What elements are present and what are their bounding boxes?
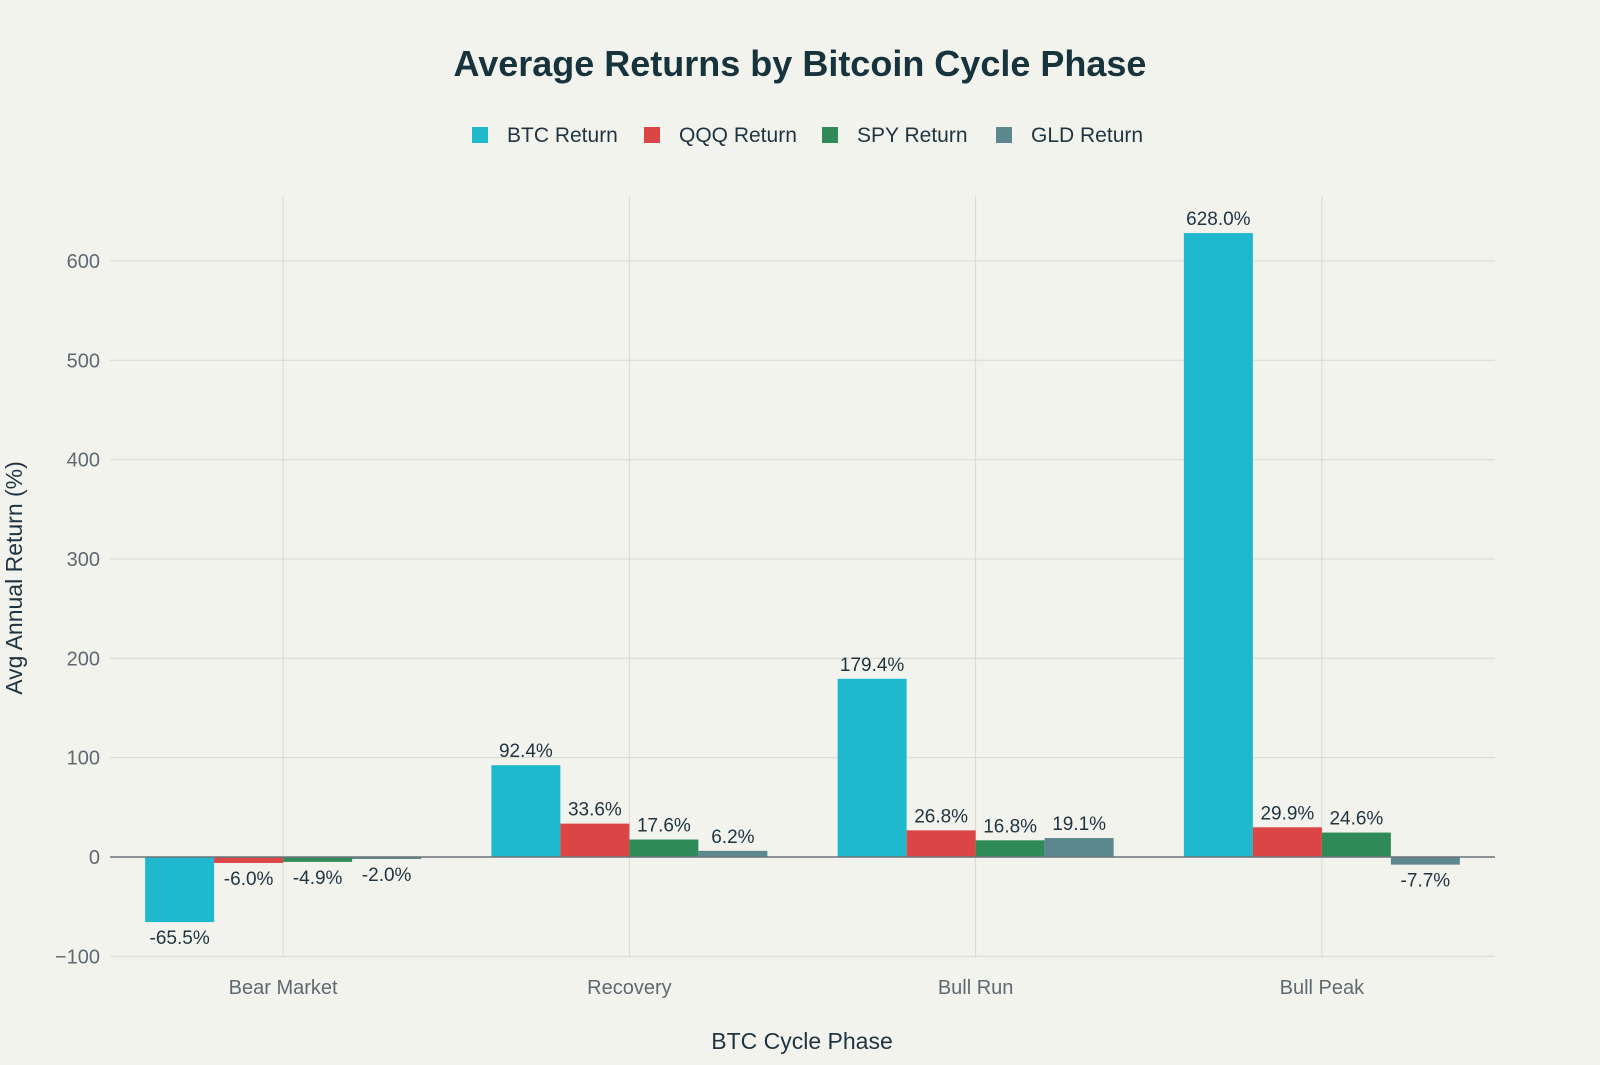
bar-btc-return-recovery (491, 765, 561, 857)
y-tick-label: 200 (67, 648, 100, 670)
bar-qqq-return-bull-run (906, 830, 976, 857)
y-tick-label: −100 (55, 946, 100, 968)
legend-swatch-spy-return (822, 127, 838, 143)
data-label-gld-return-bull-run: 19.1% (1052, 814, 1106, 835)
x-tick-label-bull-peak: Bull Peak (1280, 977, 1365, 999)
legend-swatch-qqq-return (644, 127, 660, 143)
bar-gld-return-recovery (698, 850, 768, 857)
data-label-gld-return-bear-market: -2.0% (362, 865, 412, 886)
y-tick-label: 300 (67, 549, 100, 571)
bar-btc-return-bull-peak (1183, 233, 1253, 857)
data-label-qqq-return-bear-market: -6.0% (224, 869, 274, 890)
bar-gld-return-bull-run (1044, 838, 1114, 857)
data-label-spy-return-bull-peak: 24.6% (1329, 809, 1383, 830)
bar-layer (145, 233, 1460, 923)
data-label-btc-return-bear-market: -65.5% (150, 928, 210, 949)
tick-layer: −100 0 100 200 300 400 500 600 Bear Market Recove… (55, 251, 1365, 999)
legend-label-qqq-return: QQQ Return (679, 124, 797, 147)
x-tick-label-bull-run: Bull Run (938, 977, 1014, 999)
data-label-layer: -65.5% -6.0% -4.9% -2.0% 92.4% 33.6% 17.6% 6.2%… (150, 209, 1451, 949)
bar-btc-return-bear-market (145, 857, 215, 923)
legend-swatch-gld-return (996, 127, 1012, 143)
data-label-qqq-return-bull-run: 26.8% (914, 806, 968, 827)
y-tick-label: 600 (67, 251, 100, 273)
bar-spy-return-bull-run (975, 840, 1045, 857)
bar-qqq-return-bear-market (214, 857, 284, 863)
y-axis-title: Avg Annual Return (%) (1, 461, 27, 695)
legend-label-gld-return: GLD Return (1031, 124, 1143, 147)
data-label-gld-return-recovery: 6.2% (711, 827, 754, 848)
data-label-qqq-return-bull-peak: 29.9% (1260, 803, 1314, 824)
bar-spy-return-recovery (629, 839, 699, 857)
bar-qqq-return-bull-peak (1252, 827, 1322, 857)
data-label-spy-return-bull-run: 16.8% (983, 816, 1037, 837)
y-tick-label: 500 (67, 350, 100, 372)
y-tick-label: 0 (89, 847, 100, 869)
data-label-qqq-return-recovery: 33.6% (568, 800, 622, 821)
bar-gld-return-bear-market (352, 857, 422, 859)
data-label-gld-return-bull-peak: -7.7% (1401, 871, 1451, 892)
legend-swatch-btc-return (472, 127, 488, 143)
y-tick-label: 400 (67, 450, 100, 472)
x-tick-label-recovery: Recovery (587, 977, 671, 999)
x-axis-title: BTC Cycle Phase (711, 1028, 893, 1054)
bar-btc-return-bull-run (837, 678, 907, 857)
legend-label-spy-return: SPY Return (857, 124, 968, 147)
data-label-btc-return-recovery: 92.4% (499, 741, 553, 762)
bar-gld-return-bull-peak (1390, 857, 1460, 865)
data-label-spy-return-bear-market: -4.9% (293, 868, 343, 889)
y-tick-label: 100 (67, 748, 100, 770)
x-tick-label-bear-market: Bear Market (229, 977, 338, 999)
data-label-btc-return-bull-peak: 628.0% (1186, 209, 1251, 230)
data-label-spy-return-recovery: 17.6% (637, 816, 691, 837)
bar-qqq-return-recovery (560, 823, 630, 857)
legend-label-btc-return: BTC Return (507, 124, 618, 147)
data-label-btc-return-bull-run: 179.4% (840, 655, 905, 676)
bar-spy-return-bull-peak (1321, 832, 1391, 857)
chart-title: Average Returns by Bitcoin Cycle Phase (454, 43, 1147, 84)
legend: BTC Return QQQ Return SPY Return GLD Return (472, 124, 1143, 147)
bar-spy-return-bear-market (283, 857, 353, 862)
